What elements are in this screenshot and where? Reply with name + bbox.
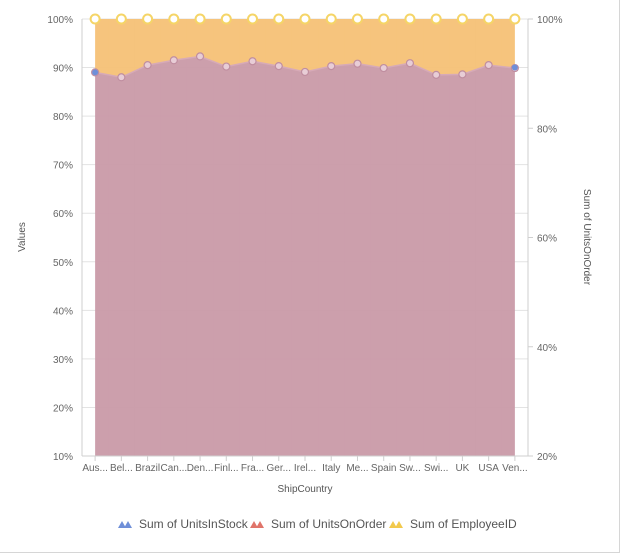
y-tick-label: 20%	[53, 403, 73, 414]
x-tick-label: Brazil	[135, 463, 160, 474]
y-tick-label: 100%	[47, 15, 73, 26]
point-sum-of-unitsonorder	[484, 61, 493, 70]
y2-tick-label: 20%	[537, 452, 557, 463]
point-sum-of-unitsonorder	[405, 59, 415, 68]
point-sum-of-employeeid	[142, 13, 154, 25]
point-sum-of-unitsonorder	[169, 56, 178, 65]
point-sum-of-unitsonorder	[248, 57, 257, 66]
x-tick-label: Spain	[371, 463, 397, 474]
point-sum-of-employeeid	[325, 13, 337, 25]
x-tick-label: Irel...	[294, 463, 316, 474]
x-tick-label: UK	[455, 463, 469, 474]
point-sum-of-employeeid	[273, 13, 285, 25]
y2-tick-label: 80%	[537, 124, 557, 135]
y2-tick-label: 60%	[537, 234, 557, 245]
legend-marker-icon	[395, 521, 403, 528]
point-sum-of-unitsonorder	[222, 62, 231, 71]
legend-marker-icon	[389, 521, 397, 528]
point-sum-of-employeeid	[115, 13, 127, 25]
legend-label: Sum of UnitsOnOrder	[271, 517, 386, 531]
point-sum-of-unitsonorder	[458, 70, 467, 79]
point-sum-of-unitsonorder	[195, 52, 205, 61]
legend-label: Sum of EmployeeID	[410, 517, 517, 531]
legend-item[interactable]: Sum of UnitsInStock	[118, 517, 249, 531]
y-tick-label: 60%	[53, 209, 73, 220]
y-tick-label: 80%	[53, 112, 73, 123]
point-sum-of-employeeid	[456, 13, 468, 25]
point-sum-of-unitsonorder	[432, 70, 441, 79]
x-tick-label: Bel...	[110, 463, 133, 474]
legend-label: Sum of UnitsInStock	[139, 517, 249, 531]
point-sum-of-employeeid	[404, 13, 416, 25]
x-tick-label: Ven...	[502, 463, 528, 474]
point-sum-of-employeeid	[247, 13, 259, 25]
y-tick-label: 70%	[53, 161, 73, 172]
y-tick-label: 50%	[53, 258, 73, 269]
point-sum-of-employeeid	[509, 13, 521, 25]
point-sum-of-unitsonorder	[117, 73, 126, 82]
y2-axis-title: Sum of UnitsOnOrder	[581, 189, 592, 286]
point-sum-of-employeeid	[89, 13, 101, 25]
x-tick-label: Fra...	[241, 463, 264, 474]
point-sum-of-employeeid	[299, 13, 311, 25]
x-tick-label: Me...	[346, 463, 368, 474]
y-tick-label: 40%	[53, 306, 73, 317]
x-tick-label: USA	[478, 463, 499, 474]
x-tick-label: Swi...	[424, 463, 448, 474]
point-sum-of-unitsonorder	[274, 61, 283, 71]
x-tick-label: Ger...	[267, 463, 291, 474]
legend-item[interactable]: Sum of UnitsOnOrder	[250, 517, 386, 531]
axes: 10% 20% 30% 40% 50% 60% 70% 80% 90% 100% 20% 40% 60%…	[47, 15, 562, 474]
x-tick-label: Finl...	[214, 463, 238, 474]
legend-marker-icon	[124, 521, 132, 528]
point-sum-of-unitsonorder	[327, 61, 336, 71]
series-areas	[94, 19, 515, 456]
point-sum-of-employeeid	[168, 13, 180, 25]
point-sum-of-employeeid	[220, 13, 232, 25]
point-sum-of-unitsinstock	[92, 69, 99, 76]
legend-marker-icon	[256, 521, 264, 528]
point-sum-of-unitsonorder	[353, 59, 362, 68]
point-sum-of-unitsonorder	[143, 61, 152, 70]
x-tick-label: Den...	[187, 463, 214, 474]
point-sum-of-employeeid	[351, 13, 363, 25]
y-tick-label: 10%	[53, 452, 73, 463]
point-sum-of-employeeid	[378, 13, 390, 25]
legend-marker-icon	[118, 521, 126, 528]
x-tick-label: Sw...	[399, 463, 421, 474]
point-sum-of-unitsinstock	[511, 64, 518, 71]
axis-labels: Values Sum of UnitsOnOrder ShipCountry	[17, 189, 592, 495]
y2-tick-label: 100%	[537, 15, 563, 26]
x-tick-label: Aus...	[82, 463, 108, 474]
x-axis-title: ShipCountry	[277, 484, 332, 495]
point-sum-of-employeeid	[483, 13, 495, 25]
y2-tick-label: 40%	[537, 343, 557, 354]
x-tick-label: Can...	[160, 463, 187, 474]
legend-marker-icon	[250, 521, 258, 528]
y-tick-label: 30%	[53, 355, 73, 366]
x-tick-label: Italy	[322, 463, 340, 474]
series-points	[89, 13, 521, 82]
point-sum-of-unitsonorder	[300, 67, 310, 77]
point-sum-of-unitsonorder	[379, 63, 388, 73]
area-sum-of-unitsonorder	[95, 56, 515, 456]
legend-item[interactable]: Sum of EmployeeID	[389, 517, 517, 531]
y-axis-title: Values	[17, 222, 28, 252]
point-sum-of-employeeid	[430, 13, 442, 25]
point-sum-of-employeeid	[194, 13, 206, 25]
legend: Sum of UnitsInStock Sum of UnitsOnOrder Su…	[118, 517, 517, 531]
y-tick-label: 90%	[53, 64, 73, 75]
